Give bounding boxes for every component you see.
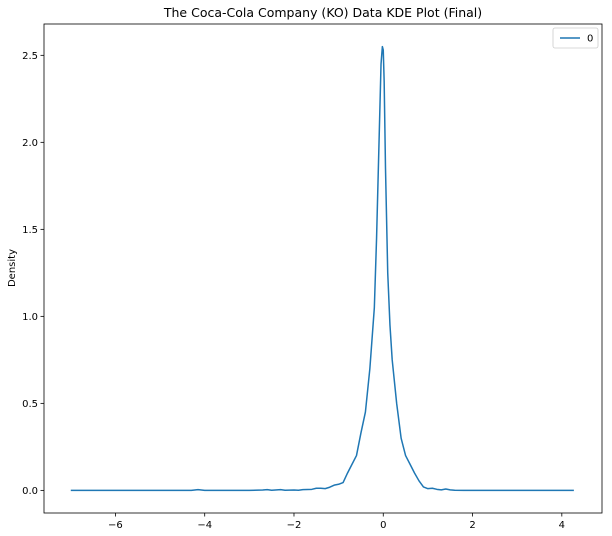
- x-tick-label: 2: [469, 520, 475, 531]
- x-tick-label: −2: [287, 520, 302, 531]
- kde-line: [70, 45, 574, 492]
- y-tick-label: 1.5: [22, 225, 38, 236]
- plot-area: [44, 24, 602, 513]
- chart-title: The Coca-Cola Company (KO) Data KDE Plot…: [163, 5, 482, 20]
- legend-label: 0: [587, 34, 593, 45]
- y-tick-label: 2.5: [22, 51, 38, 62]
- y-tick-label: 2.0: [22, 138, 38, 149]
- x-tick-label: −6: [108, 520, 123, 531]
- x-tick-label: 0: [380, 520, 386, 531]
- x-axis: −6 −4 −2 0 2 4: [108, 513, 565, 531]
- y-tick-label: 0.0: [22, 486, 38, 497]
- y-axis-label: Density: [7, 249, 18, 287]
- legend: 0: [552, 27, 599, 49]
- series-group: [70, 45, 574, 492]
- x-tick-label: 4: [559, 520, 565, 531]
- x-tick-label: −4: [197, 520, 212, 531]
- y-axis: 0.0 0.5 1.0 1.5 2.0 2.5: [22, 51, 44, 497]
- y-tick-label: 0.5: [22, 399, 38, 410]
- y-tick-label: 1.0: [22, 312, 38, 323]
- plot-frame: [43, 23, 603, 514]
